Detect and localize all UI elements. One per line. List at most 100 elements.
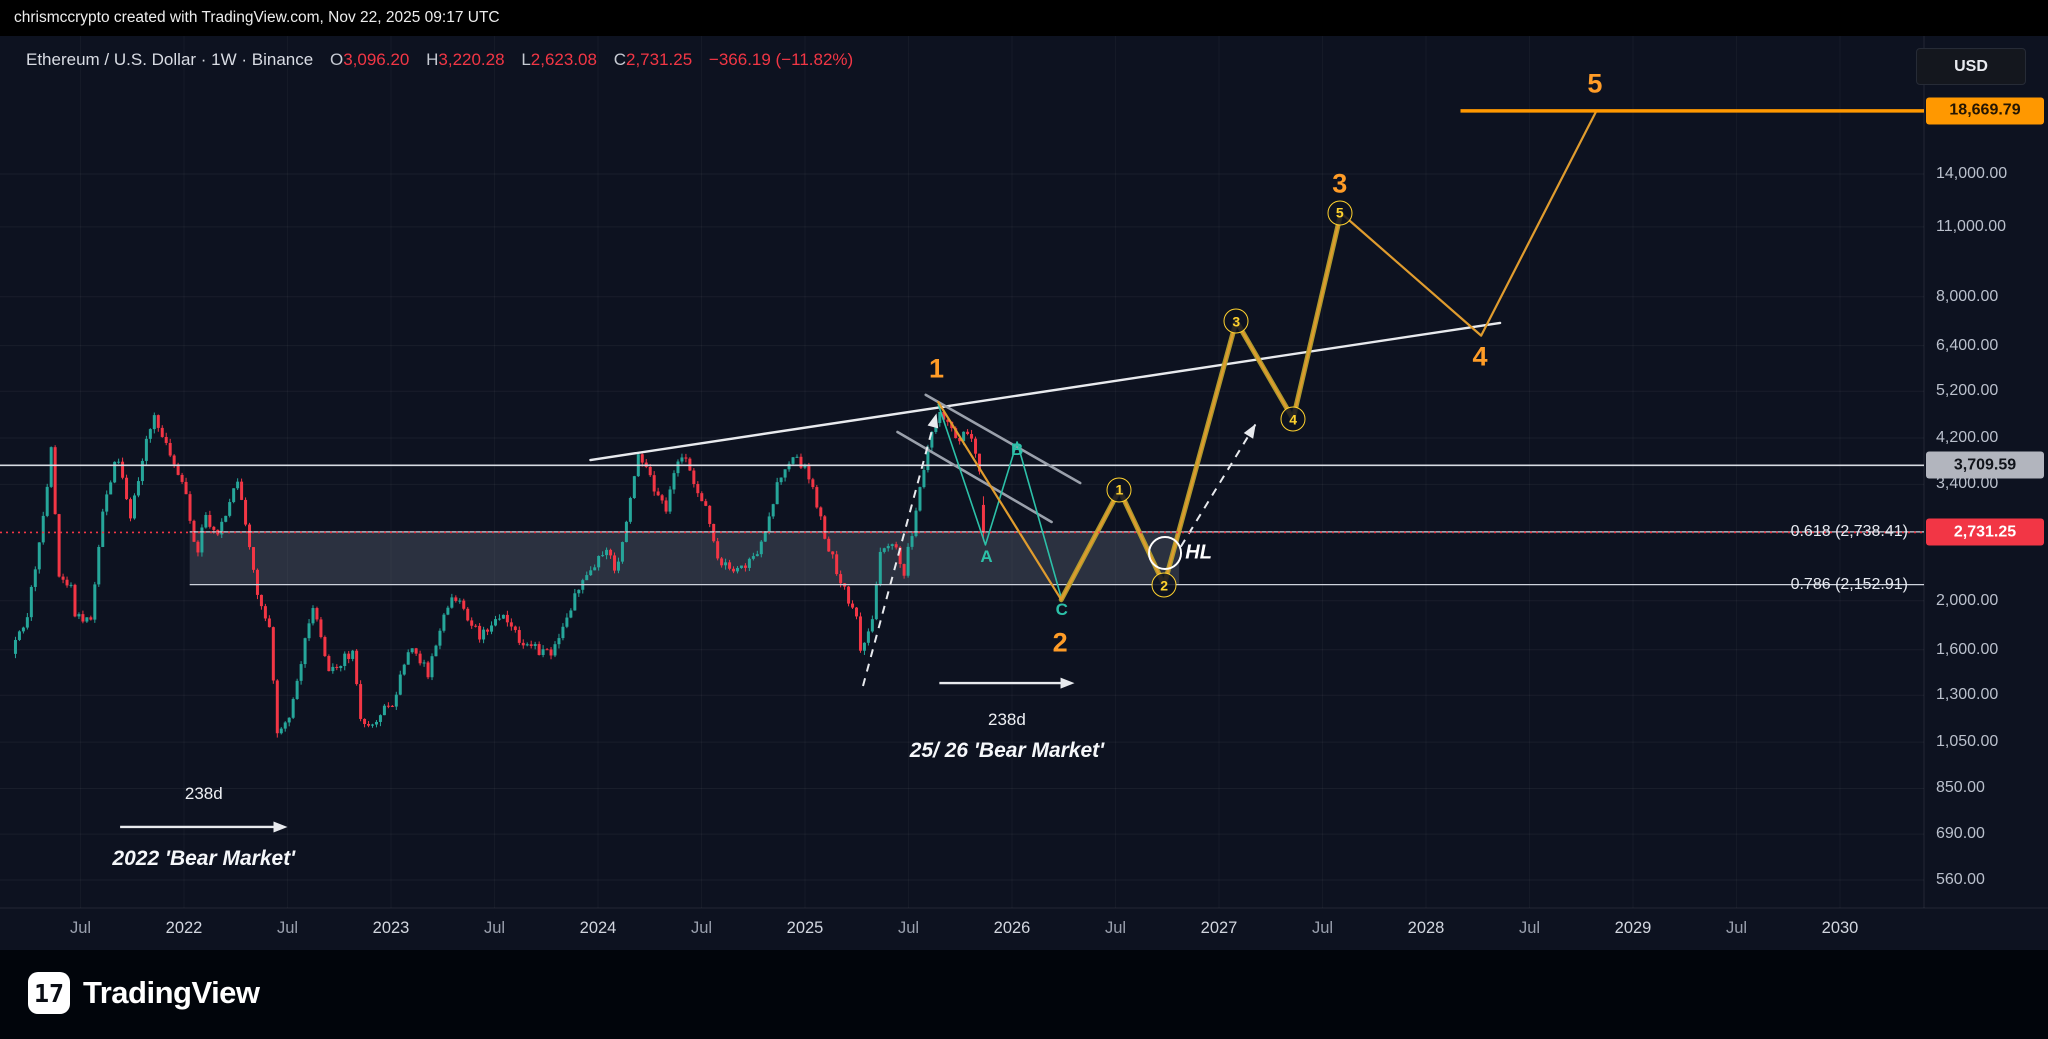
candle-body (823, 516, 827, 539)
arrowhead-icon (927, 413, 939, 429)
candle-body (870, 619, 874, 632)
candle-body (545, 649, 549, 651)
candle-body (438, 630, 442, 646)
candle-body (136, 481, 140, 496)
tradingview-logo[interactable]: 17 TradingView (28, 972, 260, 1014)
candle-body (771, 504, 775, 517)
chart-plot-area[interactable] (0, 36, 1924, 908)
candle-body (152, 415, 156, 430)
candle-body (454, 597, 458, 601)
candle-body (902, 564, 906, 576)
candle-body (371, 724, 375, 726)
tradingview-logo-text: TradingView (83, 975, 260, 1010)
candle-body (125, 477, 129, 500)
candle-body (981, 504, 985, 533)
candle-body (569, 610, 573, 618)
candle-body (743, 565, 747, 568)
candle-body (458, 600, 462, 602)
candle-body (200, 527, 204, 553)
candle-body (394, 694, 398, 707)
candle-body (593, 567, 597, 571)
candle-body (69, 584, 73, 586)
candle-body (271, 627, 275, 681)
candle-body (704, 501, 708, 506)
candle-body (660, 495, 664, 501)
elliott-wave-line[interactable] (937, 110, 1598, 601)
candle-body (906, 546, 910, 576)
candle-body (132, 495, 136, 519)
candle-body (89, 617, 93, 620)
ohlc-open-label: O (329, 50, 344, 69)
candle-body (509, 622, 513, 627)
candle-body (93, 584, 97, 620)
ascending-trendline[interactable] (589, 321, 1502, 462)
correction-channel-line[interactable] (896, 430, 1053, 524)
correction-channel-line[interactable] (924, 393, 1082, 485)
candle-body (450, 597, 454, 608)
candle-body (537, 644, 541, 656)
candle-body (803, 465, 807, 468)
candle-body (180, 474, 184, 482)
candle-body (513, 626, 517, 631)
candle-body (212, 526, 216, 530)
candle-body (244, 499, 248, 525)
candle-body (374, 721, 378, 725)
candle-body (390, 705, 394, 707)
candle-body (248, 524, 252, 548)
candle-body (176, 464, 180, 475)
candle-body (275, 680, 279, 734)
candle-body (343, 653, 347, 666)
candle-body (327, 656, 331, 672)
candle-body (858, 616, 862, 651)
candle-body (747, 558, 751, 568)
candle-body (446, 607, 450, 615)
candle-body (287, 717, 291, 723)
candle-body (553, 644, 557, 656)
candle-body (263, 606, 267, 619)
candle-body (386, 705, 390, 707)
candle-body (208, 514, 212, 527)
candle-body (716, 541, 720, 559)
candle-body (113, 461, 117, 483)
dashed-projection-arrow[interactable] (862, 413, 938, 687)
candle-body (977, 453, 981, 472)
candle-body (866, 631, 870, 643)
candle-body (628, 498, 632, 522)
candle-body (759, 541, 763, 555)
candle-body (331, 666, 335, 672)
candle-body (807, 465, 811, 480)
chart-legend[interactable]: Ethereum / U.S. Dollar · 1W · Binance O3… (26, 50, 853, 70)
candle-body (942, 411, 946, 420)
candle-body (835, 554, 839, 575)
candle-body (303, 638, 307, 665)
candle-body (490, 625, 494, 632)
ohlc-low-label: L (521, 50, 531, 69)
candle-body (228, 502, 232, 516)
candle-body (938, 411, 942, 423)
candle-body (739, 565, 743, 568)
candle-body (708, 505, 712, 524)
candle-body (839, 574, 843, 584)
fib-retracement-zone[interactable] (189, 531, 1180, 585)
candle-body (434, 645, 438, 657)
abc-correction-line[interactable] (937, 403, 1063, 601)
candle-body (25, 617, 29, 628)
candle-body (474, 625, 478, 627)
currency-toggle-button[interactable]: USD (1916, 48, 2026, 85)
candle-body (910, 536, 914, 547)
candle-body (382, 705, 386, 716)
candle-body (307, 623, 311, 639)
attribution-text: chrismccrypto created with TradingView.c… (14, 9, 500, 26)
candle-body (779, 477, 783, 483)
candle-body (105, 494, 109, 512)
candle-body (351, 650, 355, 659)
candle-body (497, 618, 501, 620)
candle-body (402, 664, 406, 675)
candle-body (406, 652, 410, 665)
candle-body (529, 644, 533, 646)
candle-body (648, 466, 652, 476)
candle-body (85, 617, 89, 622)
symbol-title[interactable]: Ethereum / U.S. Dollar · 1W · Binance (26, 50, 314, 69)
